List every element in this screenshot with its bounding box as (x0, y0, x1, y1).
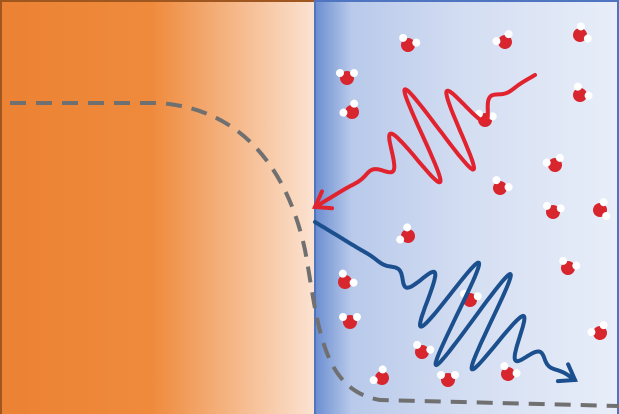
water-region (315, 1, 618, 414)
hydrogen-atom (336, 69, 344, 77)
hydrogen-atom (451, 371, 459, 379)
hydrogen-atom (339, 313, 347, 321)
illustration (0, 0, 619, 414)
metal-region (1, 1, 315, 414)
hydrogen-atom (437, 371, 445, 379)
hydrogen-atom (353, 313, 361, 321)
hydrogen-atom (350, 69, 358, 77)
